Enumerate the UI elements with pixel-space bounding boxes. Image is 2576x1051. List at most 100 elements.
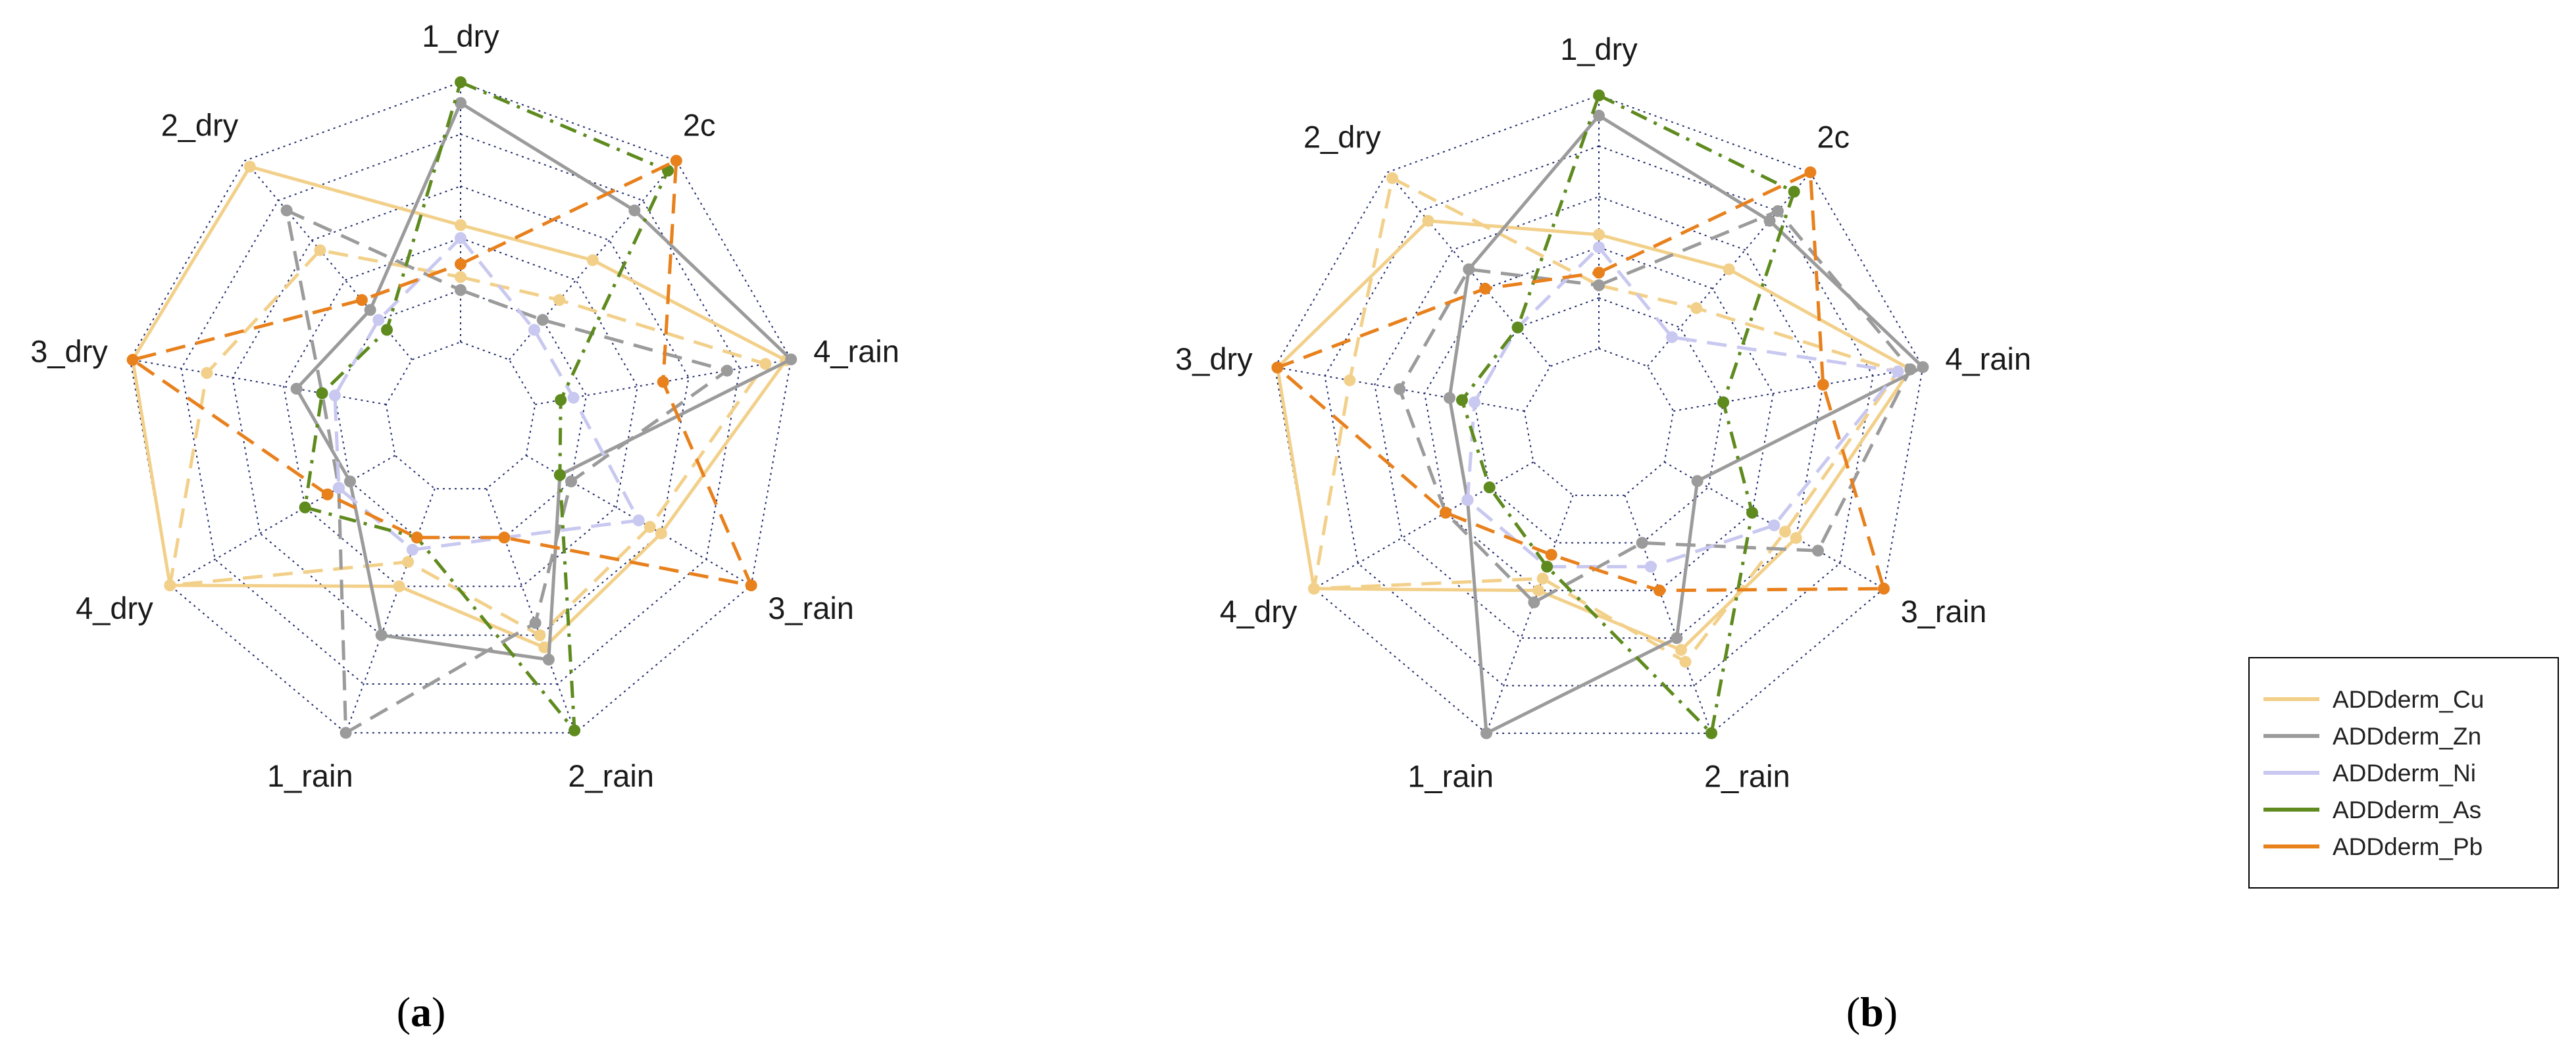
- data-point: [632, 514, 645, 527]
- data-point: [555, 394, 567, 406]
- data-point: [1768, 519, 1780, 531]
- data-point: [1593, 228, 1605, 241]
- series-line-ADDderm_Cu: [1312, 176, 1900, 664]
- data-point: [1675, 644, 1687, 656]
- axis-label-3_dry: 3_dry: [30, 333, 108, 368]
- data-point: [243, 160, 256, 173]
- data-point: [1892, 365, 1904, 378]
- axis-label-4_dry: 4_dry: [1220, 594, 1298, 629]
- data-point: [375, 629, 388, 641]
- data-point: [164, 579, 176, 591]
- grid-ring: [283, 237, 638, 587]
- data-point: [1532, 584, 1544, 597]
- data-point: [1386, 172, 1399, 184]
- data-point: [1483, 481, 1496, 493]
- data-point: [455, 219, 467, 232]
- data-point: [1811, 545, 1824, 557]
- data-point: [455, 76, 467, 88]
- data-point: [455, 97, 467, 109]
- data-point: [534, 629, 546, 641]
- axis-label-3_rain: 3_rain: [1901, 594, 1987, 629]
- data-point: [1654, 584, 1666, 597]
- data-point: [586, 254, 599, 266]
- data-point: [655, 527, 667, 539]
- data-point: [1344, 374, 1356, 387]
- series-line-ADDderm_Ni: [1465, 245, 1900, 569]
- grid-spoke: [486, 488, 576, 733]
- data-point: [1817, 378, 1829, 391]
- axis-label-2c: 2c: [683, 108, 716, 143]
- data-point: [1528, 596, 1540, 608]
- legend-label: ADDderm_Ni: [2333, 760, 2476, 787]
- data-point: [1705, 727, 1718, 739]
- data-point: [1788, 185, 1800, 198]
- data-point: [1593, 109, 1605, 122]
- data-point: [1394, 383, 1406, 395]
- data-point: [1468, 396, 1480, 408]
- data-point: [628, 204, 641, 216]
- radar-chart-a: 1_dry 2c 4_rain 3_rain 2_rain 1_rain 4_dry 3_dr…: [30, 18, 899, 793]
- grid-ring: [1274, 94, 1924, 734]
- series-line-ADDderm_As: [303, 80, 670, 733]
- grid-ring: [129, 81, 792, 734]
- grid-spoke: [1275, 366, 1525, 412]
- data-point: [553, 469, 566, 481]
- grid-ring: [1473, 297, 1725, 544]
- axis-label-2_rain: 2_rain: [568, 758, 654, 793]
- legend-label: ADDderm_Cu: [2333, 686, 2484, 713]
- series-line-ADDderm_Zn: [1448, 114, 1925, 735]
- data-point: [498, 531, 511, 544]
- data-point: [455, 271, 467, 283]
- data-point: [201, 367, 213, 379]
- data-point: [1440, 506, 1452, 519]
- axis-label-1_dry: 1_dry: [1560, 32, 1638, 66]
- data-point: [1779, 526, 1791, 538]
- data-point: [1746, 506, 1758, 519]
- legend-label: ADDderm_Pb: [2333, 833, 2483, 860]
- series-line-ADDderm_Zn: [285, 208, 729, 735]
- data-point: [1723, 263, 1735, 276]
- data-point: [1763, 214, 1776, 227]
- data-point: [1479, 282, 1492, 295]
- grid-spoke: [169, 454, 395, 586]
- data-point: [455, 284, 467, 296]
- data-point: [785, 353, 797, 366]
- grid-spoke: [1486, 495, 1574, 734]
- legend-label: ADDderm_As: [2333, 796, 2481, 823]
- data-point: [343, 476, 356, 487]
- axis-label-2_dry: 2_dry: [161, 108, 239, 143]
- data-point: [745, 579, 757, 591]
- data-point: [1679, 656, 1692, 668]
- data-point: [657, 376, 669, 388]
- data-point: [1671, 632, 1683, 645]
- data-point: [1422, 214, 1434, 227]
- data-point: [759, 358, 772, 370]
- data-point: [1790, 532, 1802, 544]
- legend-label: ADDderm_Zn: [2333, 723, 2481, 750]
- data-point: [1307, 583, 1320, 595]
- data-point: [1455, 394, 1468, 406]
- data-point: [1771, 205, 1784, 217]
- data-point: [355, 294, 368, 306]
- data-point: [455, 258, 467, 270]
- data-point: [1644, 560, 1657, 573]
- data-point: [1511, 321, 1524, 333]
- series-line-ADDderm_Cu: [131, 164, 788, 649]
- grid-spoke: [1313, 461, 1534, 589]
- panel-label-b: (b): [1846, 989, 1898, 1035]
- data-point: [1593, 89, 1605, 101]
- grid-ring: [180, 133, 741, 685]
- data-point: [1878, 583, 1890, 595]
- data-point: [1593, 266, 1605, 279]
- data-point: [1690, 302, 1703, 314]
- data-point: [536, 314, 549, 326]
- series-line-ADDderm_Cu: [168, 248, 767, 637]
- data-point: [411, 531, 423, 544]
- grid-ring: [334, 289, 588, 539]
- legend: ADDderm_Cu ADDderm_Zn ADDderm_Ni ADDderm_As…: [2248, 657, 2559, 889]
- grid-ring: [1523, 347, 1675, 497]
- data-point: [1666, 331, 1679, 343]
- data-point: [1271, 361, 1284, 374]
- data-point: [565, 476, 578, 487]
